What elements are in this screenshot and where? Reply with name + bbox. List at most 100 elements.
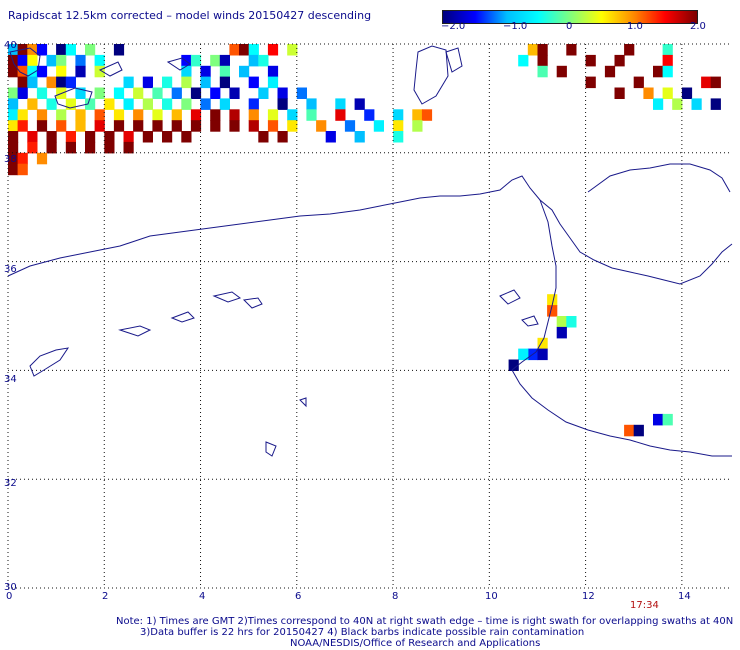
wind-cell-90	[8, 98, 19, 110]
wind-cell-155	[27, 131, 38, 143]
wind-cell-53	[17, 76, 28, 89]
wind-cell-149	[316, 120, 327, 132]
wind-cell-74	[75, 87, 86, 99]
wind-cell-190	[508, 359, 519, 371]
wind-cell-96	[123, 98, 134, 110]
wind-cell-175	[123, 141, 134, 154]
wind-cell-66	[585, 76, 596, 89]
wind-cell-12	[287, 44, 298, 56]
wind-cell-48	[537, 65, 548, 78]
wind-cell-120	[171, 109, 182, 121]
wind-cell-119	[152, 109, 163, 121]
wind-cell-184	[566, 316, 577, 328]
wind-cell-8	[229, 44, 240, 56]
wind-cell-192	[662, 413, 673, 426]
wind-cell-26	[190, 54, 202, 67]
wind-cell-124	[248, 109, 259, 121]
wind-cell-133	[8, 120, 19, 132]
wind-cell-176	[8, 152, 19, 165]
wind-cell-24	[94, 54, 105, 67]
map-title: Rapidscat 12.5km corrected – model winds…	[8, 9, 372, 22]
x-tick-4: 4	[199, 591, 206, 602]
wind-cell-21	[46, 54, 57, 67]
wind-cell-84	[277, 87, 288, 99]
colorbar-label-zero: 0	[566, 21, 573, 32]
wind-cell-72	[36, 87, 48, 99]
coastline-corsica	[445, 47, 463, 73]
y-tick-34: 34	[4, 374, 17, 385]
wind-cell-158	[85, 131, 96, 143]
y-tick-40: 40	[4, 40, 17, 51]
wind-cell-106	[354, 98, 365, 110]
wind-cell-173	[85, 141, 96, 154]
wind-cell-174	[104, 141, 115, 154]
wind-cell-29	[248, 54, 259, 67]
wind-cell-121	[190, 109, 202, 121]
wind-cell-75	[94, 87, 105, 99]
graticule	[7, 43, 730, 589]
wind-cell-179	[8, 163, 19, 176]
wind-cell-97	[142, 98, 153, 110]
wind-cell-122	[210, 109, 221, 121]
wind-cell-37	[17, 65, 28, 78]
wind-cell-95	[104, 98, 115, 110]
wind-cell-138	[94, 120, 105, 132]
coastline-libya	[511, 369, 732, 457]
note-line-1: Note: 1) Times are GMT 2)Times correspon…	[116, 616, 734, 627]
wind-cell-77	[133, 87, 144, 99]
wind-cell-188	[537, 348, 548, 361]
wind-cell-49	[556, 65, 567, 78]
wind-cell-58	[123, 76, 134, 89]
coastline-balearic-east	[166, 57, 191, 71]
x-tick-2: 2	[102, 591, 109, 602]
wind-cell-20	[27, 54, 38, 67]
note-line-2: 3)Data buffer is 22 hrs for 20150427 4) …	[140, 627, 585, 638]
wind-cell-35	[662, 54, 673, 67]
wind-cell-19	[17, 54, 28, 67]
wind-cell-50	[604, 65, 616, 78]
wind-cell-30	[258, 54, 269, 67]
wind-cell-181	[547, 294, 558, 306]
wind-cell-131	[412, 109, 423, 121]
wind-cell-164	[258, 131, 269, 143]
wind-cell-64	[248, 76, 259, 89]
wind-cell-52	[662, 65, 673, 78]
wind-cell-94	[85, 98, 96, 110]
wind-cell-132	[421, 109, 433, 121]
wind-cell-145	[229, 120, 240, 132]
wind-cell-110	[710, 98, 721, 110]
x-tick-10: 10	[485, 591, 498, 602]
x-tick-14: 14	[678, 591, 691, 602]
y-tick-36: 36	[4, 264, 17, 275]
wind-cell-39	[36, 65, 48, 78]
coastline-sardinia	[413, 45, 449, 105]
wind-cell-189	[518, 348, 529, 361]
wind-cell-78	[152, 87, 163, 99]
wind-cell-47	[267, 65, 279, 78]
wind-cell-61	[181, 76, 192, 89]
wind-cell-161	[142, 131, 153, 143]
wind-cell-134	[17, 120, 28, 132]
wind-cell-32	[537, 54, 548, 67]
wind-cell-193	[624, 424, 635, 437]
wind-cell-100	[200, 98, 211, 110]
wind-cell-85	[296, 87, 307, 99]
coastline-sicily	[587, 163, 731, 193]
wind-cell-185	[556, 326, 567, 339]
coastline-tunisia	[511, 199, 557, 371]
wind-cell-31	[518, 54, 529, 67]
wind-cell-89	[681, 87, 693, 99]
wind-cell-136	[56, 120, 67, 132]
wind-cell-153	[412, 120, 423, 132]
wind-cell-36	[8, 65, 19, 78]
wind-cell-69	[710, 76, 721, 89]
coastline-island-5	[499, 289, 521, 305]
y-tick-30: 30	[4, 582, 17, 593]
wind-cell-0	[8, 44, 19, 56]
x-tick-6: 6	[295, 591, 302, 602]
wind-cell-93	[65, 98, 76, 110]
wind-cell-81	[210, 87, 221, 99]
wind-cell-167	[354, 131, 365, 143]
wind-cell-11	[267, 44, 279, 56]
